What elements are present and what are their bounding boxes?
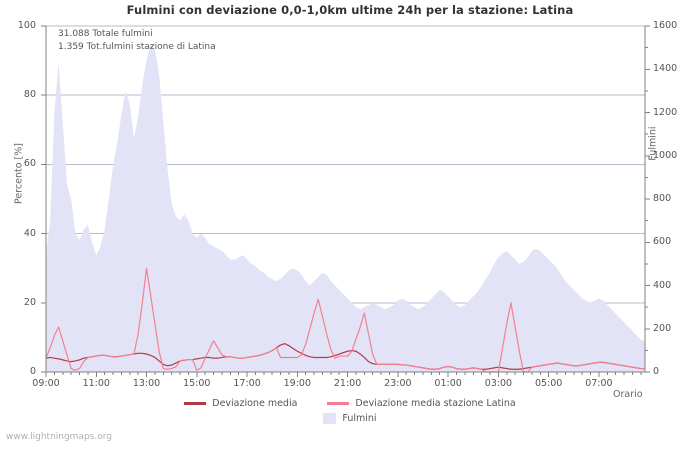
y-axis-left-tick-label: 0	[29, 366, 36, 377]
series-area-fulmini	[46, 43, 645, 373]
x-axis-tick-label: 07:00	[585, 378, 613, 389]
y-axis-right-tick-label: 600	[653, 236, 672, 248]
x-axis-tick-label: 23:00	[384, 378, 412, 389]
page-title: Fulmini con deviazione 0,0-1,0km ultime …	[126, 3, 574, 17]
x-axis-tick-label: 13:00	[132, 378, 161, 389]
y-axis-left-tick-label: 40	[23, 227, 36, 239]
legend-label: Fulmini	[342, 413, 377, 424]
legend-label: Deviazione media	[212, 398, 298, 409]
legend-item-deviazione-media[interactable]: Deviazione media	[184, 398, 297, 409]
y-axis-right-tick-label: 400	[653, 279, 672, 291]
y-axis-left-tick-label: 100	[17, 20, 36, 31]
legend: Deviazione media Deviazione media stazio…	[0, 396, 700, 426]
plot-annotation: 1.359 Tot.fulmini stazione di Latina	[58, 42, 216, 52]
y-axis-right-tick-label: 0	[653, 366, 660, 377]
legend-item-deviazione-media-stazione[interactable]: Deviazione media stazione Latina	[327, 398, 516, 409]
plot-annotation: 31.088 Totale fulmini	[58, 29, 153, 39]
x-axis-title: Orario	[613, 389, 643, 400]
x-axis-tick-label: 19:00	[283, 378, 312, 389]
y-axis-right-tick-label: 200	[653, 322, 672, 334]
x-axis-tick-label: 15:00	[183, 378, 211, 389]
legend-row-area: Fulmini	[0, 411, 700, 426]
watermark: www.lightningmaps.org	[6, 432, 112, 442]
x-axis-tick-label: 01:00	[434, 378, 462, 389]
y-axis-right-tick-label: 1600	[653, 20, 678, 31]
x-axis-tick-label: 03:00	[484, 378, 513, 389]
x-axis-tick-label: 05:00	[534, 378, 563, 389]
y-axis-right-tick-label: 1400	[653, 63, 678, 75]
y-axis-left-tick-label: 80	[23, 89, 36, 101]
y-axis-right-tick-label: 1000	[653, 149, 678, 161]
legend-item-fulmini[interactable]: Fulmini	[323, 413, 377, 424]
x-axis-tick-label: 17:00	[233, 378, 261, 389]
x-axis-tick-label: 21:00	[333, 378, 362, 389]
legend-label: Deviazione media stazione Latina	[355, 398, 516, 409]
x-axis-tick-label: 09:00	[32, 378, 60, 389]
series-line-deviazione-media-stazione	[45, 267, 645, 373]
legend-row-lines: Deviazione media Deviazione media stazio…	[0, 396, 700, 411]
y-axis-left-tick-label: 20	[23, 296, 36, 308]
y-axis-right-tick-label: 800	[653, 193, 672, 204]
y-axis-left-title: Percento [%]	[13, 142, 25, 205]
legend-swatch-area-icon	[323, 413, 337, 424]
y-axis-right-tick-label: 1200	[653, 106, 678, 118]
legend-swatch-line-icon	[184, 402, 207, 405]
y-axis-left-tick-label: 60	[23, 158, 36, 170]
y-axis-right-title: Fulmini	[647, 126, 659, 161]
x-axis-tick-label: 11:00	[82, 378, 110, 389]
legend-swatch-line-icon	[327, 402, 350, 405]
